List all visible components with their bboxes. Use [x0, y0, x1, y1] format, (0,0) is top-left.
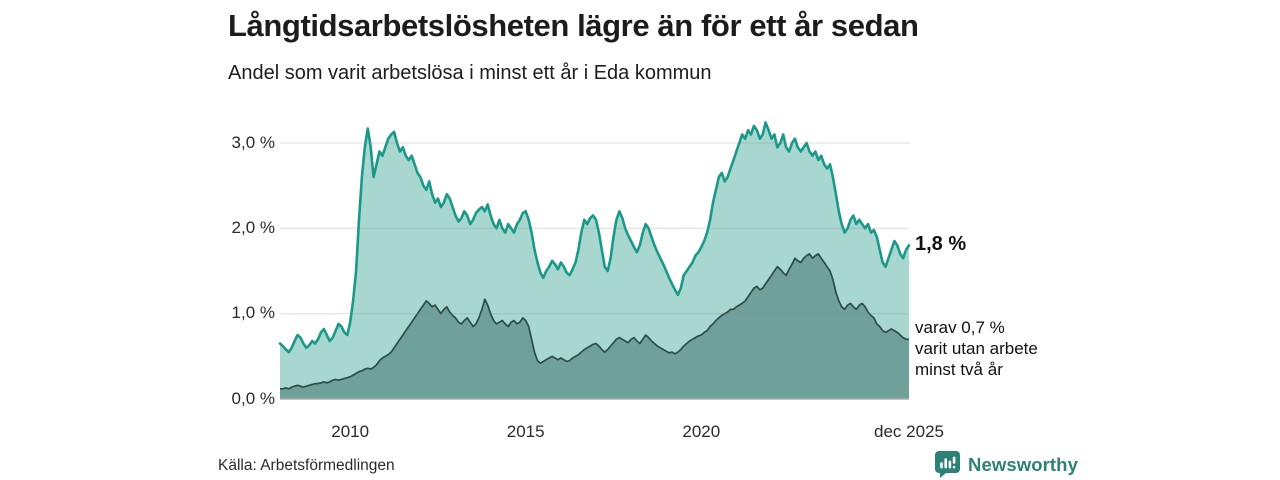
gridlines	[280, 142, 909, 400]
chart-subtitle: Andel som varit arbetslösa i minst ett å…	[228, 62, 712, 84]
x-tick-label: 2015	[506, 422, 545, 441]
latest-value-label: 1,8 %	[915, 233, 967, 255]
area-fill-two-year	[280, 253, 909, 399]
x-tick-label: 2020	[682, 422, 721, 441]
y-tick-label: 3,0 %	[231, 132, 275, 152]
x-tick-label: 2010	[331, 422, 370, 441]
page-title: Långtidsarbetslösheten lägre än för ett …	[228, 8, 919, 43]
y-axis: 0,0 % 1,0 % 2,0 % 3,0 %	[186, 0, 275, 480]
x-tick-label: dec 2025	[874, 422, 944, 441]
newsworthy-brand: Newsworthy	[934, 450, 1078, 479]
y-tick-label: 1,0 %	[231, 303, 275, 323]
two-year-annotation: varav 0,7 % varit utan arbete minst två …	[915, 318, 1038, 379]
y-tick-label: 2,0 %	[231, 217, 275, 237]
line-two-year	[280, 253, 909, 390]
y-tick-label: 0,0 %	[231, 388, 275, 408]
source-note: Källa: Arbetsförmedlingen	[218, 457, 395, 474]
line-total	[278, 121, 911, 354]
newsworthy-logo-icon	[935, 451, 960, 478]
x-axis: 2010 2015 2020 dec 2025	[0, 420, 1280, 444]
newsworthy-logo-text: Newsworthy	[968, 453, 1078, 475]
